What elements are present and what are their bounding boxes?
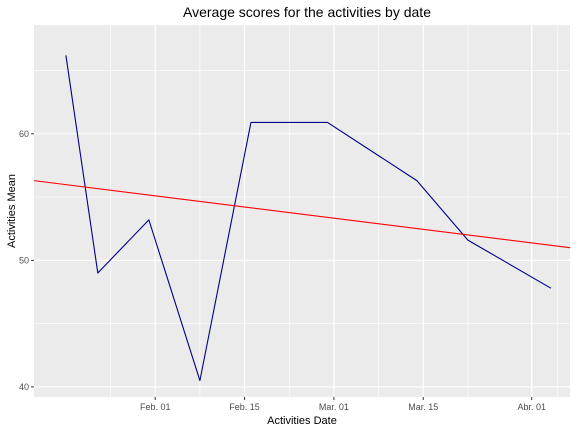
x-tick-label: Mar. 01 bbox=[319, 402, 349, 412]
chart-title: Average scores for the activities by dat… bbox=[183, 4, 431, 20]
y-tick-label: 50 bbox=[19, 255, 29, 265]
gridlines bbox=[34, 25, 570, 397]
series-layer bbox=[33, 55, 571, 382]
y-tick-label: 60 bbox=[19, 129, 29, 139]
x-tick-label: Feb. 01 bbox=[140, 402, 171, 412]
y-axis: 40 50 60 bbox=[19, 129, 34, 392]
y-tick-label: 40 bbox=[19, 382, 29, 392]
y-axis-title: Activities Mean bbox=[6, 174, 18, 248]
x-tick-label: Mar. 15 bbox=[408, 402, 438, 412]
x-axis-title: Activities Date bbox=[267, 415, 337, 427]
x-tick-label: Abr. 01 bbox=[517, 402, 546, 412]
x-tick-label: Feb. 15 bbox=[229, 402, 260, 412]
average-score-line bbox=[65, 55, 552, 382]
plot-panel bbox=[34, 25, 570, 397]
trend-line bbox=[33, 180, 571, 249]
